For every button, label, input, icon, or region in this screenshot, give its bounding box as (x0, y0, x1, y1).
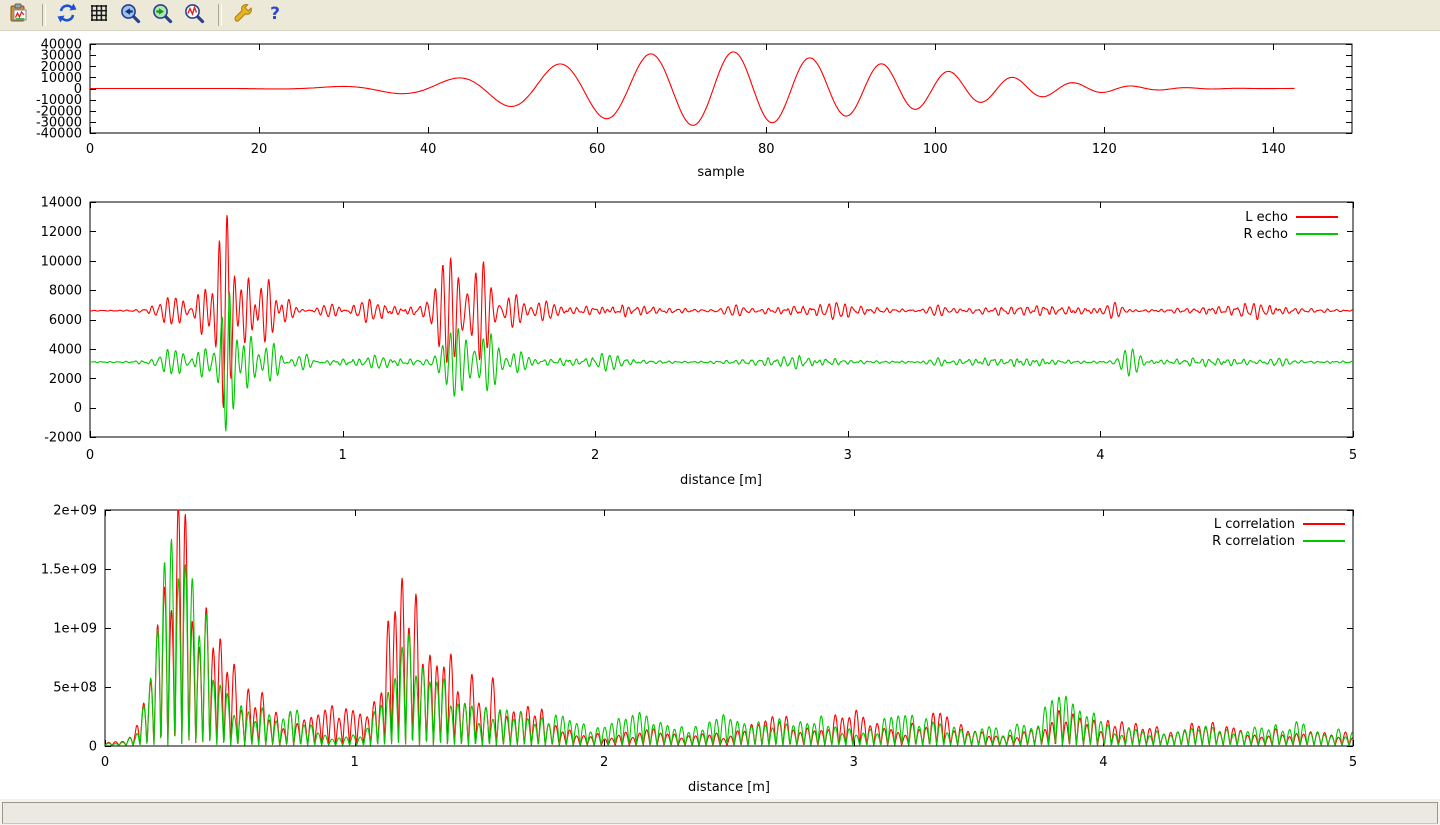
y-tick-label: 8000 (49, 284, 82, 299)
legend-line-red (1303, 523, 1345, 525)
plot-frame (104, 509, 1354, 747)
x-tick-label: 1 (338, 448, 346, 463)
plot-canvas[interactable]: 0 20 40 60 80 100 120 140 -40000 -30000 -20000 -100… (0, 31, 1440, 799)
y-tick-label: 30000 (41, 49, 82, 64)
legend-label: R echo (1243, 226, 1288, 242)
y-tick-label: 6000 (49, 313, 82, 328)
legend-label: L correlation (1213, 516, 1295, 532)
series-line-r-correlation (104, 538, 1353, 746)
x-tick-label: 120 (1092, 142, 1117, 157)
magnifier-right-arrow-icon (152, 3, 173, 28)
x-tick-label: 4 (1099, 755, 1107, 770)
x-tick-label: 2 (591, 448, 599, 463)
toolbar: ? (0, 0, 1440, 31)
replot-button[interactable] (52, 1, 81, 30)
y-tick-label: -10000 (36, 93, 82, 108)
x-tick-label: 0 (86, 142, 94, 157)
axis-label-sample: sample (697, 165, 745, 180)
y-tick-label: 10000 (41, 71, 82, 86)
x-tick-label: 0 (86, 448, 94, 463)
next-zoom-button[interactable] (148, 1, 177, 30)
legend-label: L echo (1245, 209, 1288, 225)
plot-frame (89, 201, 1354, 438)
legend-item-r-echo: R echo (1243, 226, 1338, 242)
grid-icon (90, 4, 108, 26)
y-tick-label: 20000 (41, 60, 82, 75)
legend-item-r-correlation: R correlation (1212, 533, 1345, 549)
y-tick-label: 12000 (41, 225, 82, 240)
x-tick-label: 3 (844, 448, 852, 463)
legend-line-green (1303, 540, 1345, 542)
status-bar (2, 802, 1438, 824)
y-tick-label: -20000 (36, 104, 82, 119)
x-tick-label: 40 (420, 142, 437, 157)
series-line-signal (90, 51, 1295, 126)
y-tick-label: 0 (74, 401, 82, 416)
y-tick-label: -30000 (36, 115, 82, 130)
x-tick-label: 4 (1096, 448, 1104, 463)
legend-correlation: L correlation R correlation (1212, 516, 1345, 549)
help-button[interactable]: ? (260, 1, 289, 30)
y-tick-label: 5e+08 (53, 681, 97, 696)
y-tick-label: -40000 (36, 127, 82, 142)
previous-zoom-button[interactable] (116, 1, 145, 30)
x-tick-label: 20 (251, 142, 268, 157)
series-line-l-correlation (104, 509, 1353, 746)
magnifier-left-arrow-icon (120, 3, 141, 28)
question-mark-icon: ? (265, 3, 285, 27)
x-tick-label: 3 (850, 755, 858, 770)
x-tick-label: 5 (1349, 448, 1357, 463)
y-tick-label: 0 (89, 740, 97, 755)
axis-label-distance-echo: distance [m] (679, 473, 763, 488)
x-tick-label: 140 (1261, 142, 1286, 157)
wrench-icon (232, 3, 253, 28)
refresh-icon (57, 3, 77, 27)
y-tick-label: 2000 (49, 372, 82, 387)
x-tick-label: 5 (1349, 755, 1357, 770)
x-tick-label: 2 (600, 755, 608, 770)
x-tick-label: 1 (350, 755, 358, 770)
svg-text:?: ? (270, 4, 280, 23)
y-tick-label: 0 (74, 82, 82, 97)
legend-item-l-echo: L echo (1245, 209, 1338, 225)
x-tick-label: 80 (758, 142, 775, 157)
autoscale-button[interactable] (180, 1, 209, 30)
legend-line-green (1296, 233, 1338, 235)
toggle-grid-button[interactable] (84, 1, 113, 30)
y-tick-label: 10000 (41, 254, 82, 269)
legend-item-l-correlation: L correlation (1213, 516, 1345, 532)
y-tick-label: 4000 (49, 342, 82, 357)
y-tick-label: 1.5e+09 (41, 563, 97, 578)
clipboard-plot-icon (8, 2, 30, 28)
magnifier-plot-icon (184, 3, 205, 28)
configure-button[interactable] (228, 1, 257, 30)
x-tick-label: 100 (923, 142, 948, 157)
x-tick-label: 0 (101, 755, 109, 770)
legend-label: R correlation (1212, 533, 1295, 549)
y-tick-label: 2e+09 (53, 504, 97, 519)
legend-echo: L echo R echo (1243, 209, 1338, 242)
toolbar-separator (218, 4, 222, 26)
series-line-r-echo (89, 291, 1354, 432)
y-tick-label: -2000 (44, 431, 82, 446)
copy-to-clipboard-button[interactable] (4, 1, 33, 30)
toolbar-separator (42, 4, 46, 26)
status-bar-zone (0, 799, 1440, 825)
x-tick-label: 60 (589, 142, 606, 157)
axis-label-distance-correlation: distance [m] (687, 780, 771, 795)
y-tick-label: 1e+09 (53, 622, 97, 637)
legend-line-red (1296, 216, 1338, 218)
y-tick-label: 40000 (41, 38, 82, 53)
y-tick-label: 14000 (41, 196, 82, 211)
series-line-l-echo (89, 214, 1354, 408)
